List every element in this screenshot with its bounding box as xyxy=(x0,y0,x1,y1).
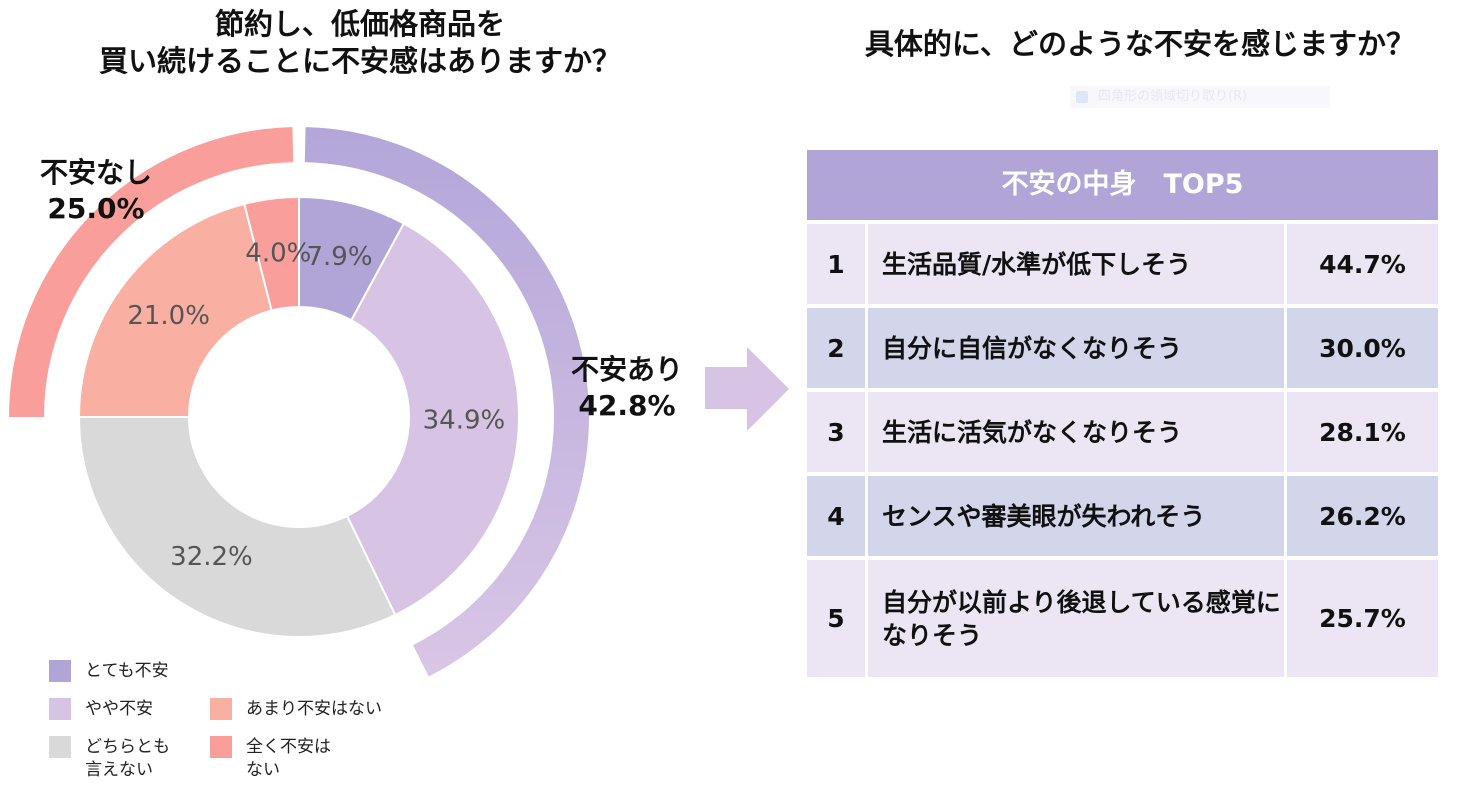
legend-swatch xyxy=(210,698,232,720)
rank-cell: 3 xyxy=(807,392,865,472)
item-cell: 生活に活気がなくなりそう xyxy=(868,392,1284,472)
legend-label: どちらとも 言えない xyxy=(85,737,170,780)
table-row: 3 生活に活気がなくなりそう 28.1% xyxy=(807,392,1438,472)
inner-ring-labels: 7.9% 34.9% 32.2% 21.0% 4.0% xyxy=(127,238,505,572)
value-cell: 28.1% xyxy=(1287,392,1438,472)
right-chart-title: 具体的に、どのような不安を感じますか？ xyxy=(830,26,1450,63)
outer-label-not-anxious: 不安なし 25.0% xyxy=(16,155,176,227)
slice-label-not-very-anxious: 21.0% xyxy=(127,301,210,331)
outer-arc-anxious xyxy=(304,127,589,677)
legend-item-neutral: どちらとも 言えない xyxy=(49,736,170,782)
legend-swatch xyxy=(49,660,71,682)
legend-item-very-anxious: とても不安 xyxy=(49,660,169,683)
left-title-line1: 節約し、低価格商品を xyxy=(214,7,505,41)
legend-label: とても不安 xyxy=(85,661,169,681)
item-cell: センスや審美眼が失われそう xyxy=(868,476,1284,556)
rank-cell: 5 xyxy=(807,560,865,677)
outer-label-anxious: 不安あり 42.8% xyxy=(552,352,702,424)
snip-icon xyxy=(1076,91,1088,103)
outer-arc-not-anxious xyxy=(9,127,294,417)
slice-neutral xyxy=(77,416,397,638)
legend-item-not-at-all: 全く不安は ない xyxy=(210,736,331,782)
outer-label-anxious-name: 不安あり xyxy=(570,353,683,386)
slice-label-very-anxious: 7.9% xyxy=(307,242,373,272)
faint-toolbar-text: 四角形の領域切り取り(R) xyxy=(1098,89,1248,104)
faint-toolbar-remnant xyxy=(1070,86,1330,108)
donut-chart: 7.9% 34.9% 32.2% 21.0% 4.0% xyxy=(9,127,589,677)
slice-not-very-anxious xyxy=(77,202,273,418)
table-header: 不安の中身 TOP5 xyxy=(807,150,1438,220)
slice-label-somewhat-anxious: 34.9% xyxy=(423,406,506,436)
value-cell: 26.2% xyxy=(1287,476,1438,556)
table-row: 1 生活品質/水準が低下しそう 44.7% xyxy=(807,224,1438,304)
outer-ring xyxy=(9,127,589,677)
legend-item-somewhat-anxious: やや不安 xyxy=(49,698,153,721)
right-arrow-icon xyxy=(705,347,789,431)
value-cell: 30.0% xyxy=(1287,308,1438,388)
left-title-line2: 買い続けることに不安感はありますか？ xyxy=(98,44,621,78)
table-row: 5 自分が以前より後退している感覚になりそう 25.7% xyxy=(807,560,1438,677)
table-row: 4 センスや審美眼が失われそう 26.2% xyxy=(807,476,1438,556)
slice-label-not-at-all: 4.0% xyxy=(245,238,311,268)
item-cell: 自分に自信がなくなりそう xyxy=(868,308,1284,388)
inner-ring xyxy=(77,195,520,638)
right-title-text: 具体的に、どのような不安を感じますか？ xyxy=(864,27,1416,61)
legend-swatch xyxy=(210,736,232,758)
top5-table: 不安の中身 TOP5 1 生活品質/水準が低下しそう 44.7% 2 自分に自信… xyxy=(807,150,1438,677)
legend-swatch xyxy=(49,736,71,758)
rank-cell: 2 xyxy=(807,308,865,388)
legend-label: 全く不安は ない xyxy=(246,737,331,780)
table-row: 2 自分に自信がなくなりそう 30.0% xyxy=(807,308,1438,388)
legend-label: やや不安 xyxy=(85,699,153,719)
outer-label-anxious-value: 42.8% xyxy=(578,389,676,422)
outer-label-not-anxious-value: 25.0% xyxy=(47,192,145,225)
left-chart-title: 節約し、低価格商品を 買い続けることに不安感はありますか？ xyxy=(60,6,660,80)
value-cell: 44.7% xyxy=(1287,224,1438,304)
outer-label-not-anxious-name: 不安なし xyxy=(39,156,152,189)
rank-cell: 1 xyxy=(807,224,865,304)
legend-swatch xyxy=(49,698,71,720)
slice-label-neutral: 32.2% xyxy=(170,542,253,572)
rank-cell: 4 xyxy=(807,476,865,556)
legend-label: あまり不安はない xyxy=(246,699,382,719)
legend-item-not-very-anxious: あまり不安はない xyxy=(210,698,382,721)
item-cell: 自分が以前より後退している感覚になりそう xyxy=(868,560,1284,677)
value-cell: 25.7% xyxy=(1287,560,1438,677)
item-cell: 生活品質/水準が低下しそう xyxy=(868,224,1284,304)
slice-somewhat-anxious xyxy=(345,222,520,617)
slice-not-at-all xyxy=(243,195,300,312)
